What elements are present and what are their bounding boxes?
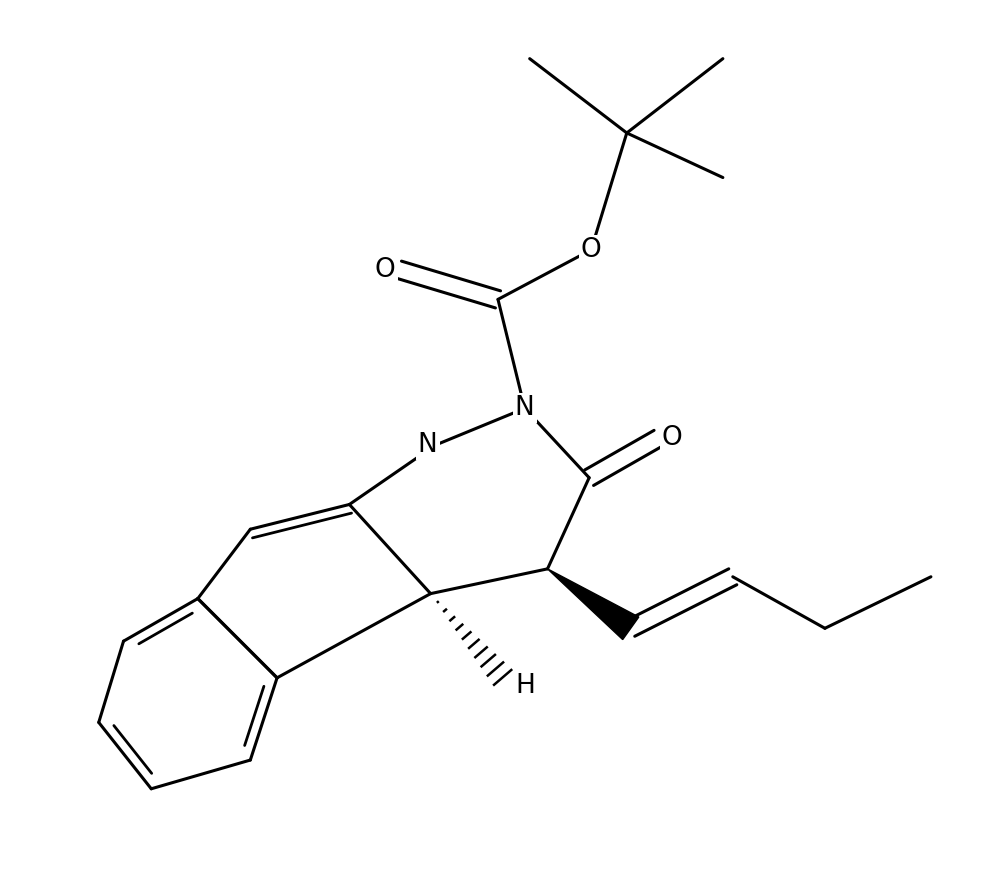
Text: O: O [375, 257, 396, 283]
Text: N: N [515, 395, 535, 421]
Text: N: N [417, 432, 437, 458]
Text: O: O [662, 425, 683, 451]
Polygon shape [548, 569, 639, 639]
Text: H: H [516, 673, 536, 699]
Text: O: O [580, 237, 601, 263]
